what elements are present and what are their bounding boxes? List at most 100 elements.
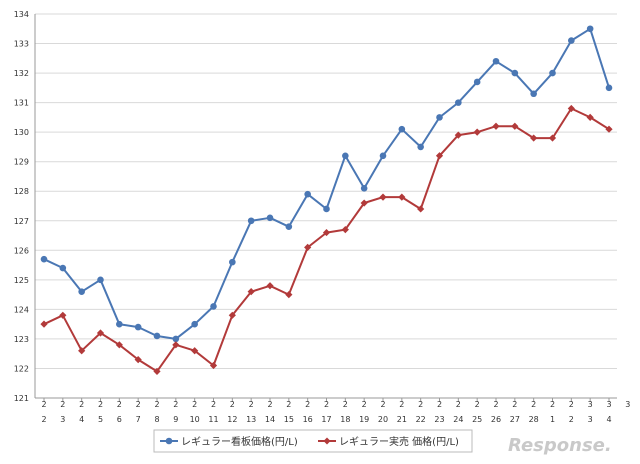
point-s1-18 <box>379 193 387 201</box>
x-tick-bottom-16: 18 <box>340 415 350 424</box>
y-tick-label-130: 130 <box>14 128 29 137</box>
series-line-1 <box>43 107 610 373</box>
point-s0-7 <box>172 335 180 343</box>
point-s1-1 <box>59 311 67 319</box>
point-s0-28 <box>568 37 575 44</box>
point-s1-16 <box>341 226 349 234</box>
y-tick-label-131: 131 <box>14 99 29 108</box>
point-s0-15 <box>323 205 330 213</box>
point-s1-24 <box>492 122 500 130</box>
point-s1-4 <box>115 341 123 349</box>
point-s1-30 <box>605 125 613 133</box>
y-tick-label-134: 134 <box>14 10 29 19</box>
x-tick-labels: 2 2 2 2 2 2 2 2 2 2 2 2 2 2 2 2 2 2 2 2 2 2 2 2 2 2 2 2 2 3 3 32 3 4 5 6 7 8 9… <box>41 400 630 424</box>
y-tick-label-127: 127 <box>14 217 29 226</box>
y-tick-label-124: 124 <box>14 305 29 314</box>
point-s0-29 <box>586 25 594 33</box>
x-tick-top-1: 2 <box>60 400 65 409</box>
y-tick-label-128: 128 <box>14 187 29 196</box>
x-tick-bottom-20: 22 <box>416 415 426 424</box>
x-tick-top-20: 2 <box>418 400 423 409</box>
point-s0-21 <box>436 114 443 121</box>
x-tick-top-25: 2 <box>512 400 517 409</box>
x-tick-bottom-26: 28 <box>529 415 539 424</box>
point-s1-7 <box>172 341 180 349</box>
point-s1-21 <box>435 152 444 160</box>
legend: レギュラー看板価格(円/L) レギュラー実売 価格(円/L) <box>153 429 473 453</box>
point-s0-4 <box>116 320 123 328</box>
series-line-0 <box>43 27 610 340</box>
x-tick-bottom-29: 3 <box>588 415 593 424</box>
point-s1-5 <box>134 356 142 364</box>
x-tick-bottom-3: 5 <box>98 415 103 424</box>
x-tick-bottom-1: 3 <box>60 415 65 424</box>
x-tick-top-24: 2 <box>493 400 498 409</box>
x-tick-top-15: 2 <box>324 400 329 409</box>
point-s0-12 <box>266 214 274 222</box>
point-s0-20 <box>417 143 424 151</box>
point-s1-20 <box>417 205 425 213</box>
legend-box <box>153 429 473 453</box>
x-tick-top-27: 2 <box>550 400 555 409</box>
x-tick-top-21: 2 <box>437 400 442 409</box>
x-tick-bottom-28: 2 <box>569 415 574 424</box>
x-tick-top-28: 2 <box>569 400 574 409</box>
x-tick-top-2: 2 <box>79 400 84 409</box>
y-tick-label-126: 126 <box>14 246 29 255</box>
point-s0-22 <box>455 99 462 106</box>
point-s0-24 <box>492 57 500 65</box>
x-tick-top-29: 3 <box>588 400 593 409</box>
point-s1-14 <box>304 243 312 251</box>
point-s0-17 <box>360 184 368 192</box>
x-tick-bottom-6: 8 <box>154 415 159 424</box>
x-tick-top-14: 2 <box>305 400 310 409</box>
point-s1-2 <box>78 347 86 355</box>
point-s0-16 <box>342 152 349 160</box>
x-tick-top-16: 2 <box>343 400 348 409</box>
point-s1-10 <box>228 311 236 319</box>
x-tick-top-10: 2 <box>230 400 235 409</box>
x-tick-bottom-0: 2 <box>41 415 46 424</box>
point-s1-9 <box>209 361 218 370</box>
x-tick-top-0: 2 <box>41 400 46 409</box>
point-s0-11 <box>247 217 255 225</box>
x-tick-bottom-25: 27 <box>510 415 520 424</box>
x-tick-top-7: 2 <box>173 400 178 409</box>
point-s1-6 <box>153 367 161 376</box>
x-tick-top-9: 2 <box>211 400 216 409</box>
axes <box>34 14 617 402</box>
x-tick-bottom-23: 25 <box>472 415 482 424</box>
y-tick-label-125: 125 <box>14 276 29 285</box>
x-tick-top-26: 2 <box>531 400 536 409</box>
legend-label-series-1: レギュラー実売 価格(円/L) <box>339 435 459 448</box>
x-tick-bottom-4: 6 <box>117 415 122 424</box>
point-s0-23 <box>473 78 481 86</box>
x-tick-top-23: 2 <box>475 400 480 409</box>
x-tick-top-13: 2 <box>286 400 291 409</box>
point-s0-27 <box>549 69 556 77</box>
point-s0-3 <box>97 276 104 284</box>
x-tick-top-4: 2 <box>117 400 122 409</box>
x-tick-top-11: 2 <box>249 400 254 409</box>
legend-label-series-0: レギュラー看板価格(円/L) <box>181 435 298 448</box>
x-tick-bottom-19: 21 <box>397 415 407 424</box>
y-tick-label-133: 133 <box>14 40 29 49</box>
x-tick-top-3: 2 <box>98 400 103 409</box>
x-tick-bottom-8: 10 <box>190 415 200 424</box>
x-tick-bottom-5: 7 <box>136 415 141 424</box>
point-s0-5 <box>134 323 142 331</box>
grid-lines <box>35 13 617 369</box>
x-tick-bottom-2: 4 <box>79 415 84 424</box>
x-tick-top-30: 3 <box>606 400 611 409</box>
response-watermark: Response. <box>508 435 612 456</box>
point-s1-13 <box>285 291 293 299</box>
point-s0-19 <box>398 125 406 133</box>
point-s0-8 <box>191 320 198 328</box>
x-tick-top-12: 2 <box>267 400 272 409</box>
x-tick-bottom-15: 17 <box>321 415 331 424</box>
x-tick-bottom-14: 16 <box>303 415 313 424</box>
point-s1-17 <box>360 199 368 207</box>
x-tick-top-18: 2 <box>380 400 385 409</box>
point-s1-11 <box>247 288 255 296</box>
